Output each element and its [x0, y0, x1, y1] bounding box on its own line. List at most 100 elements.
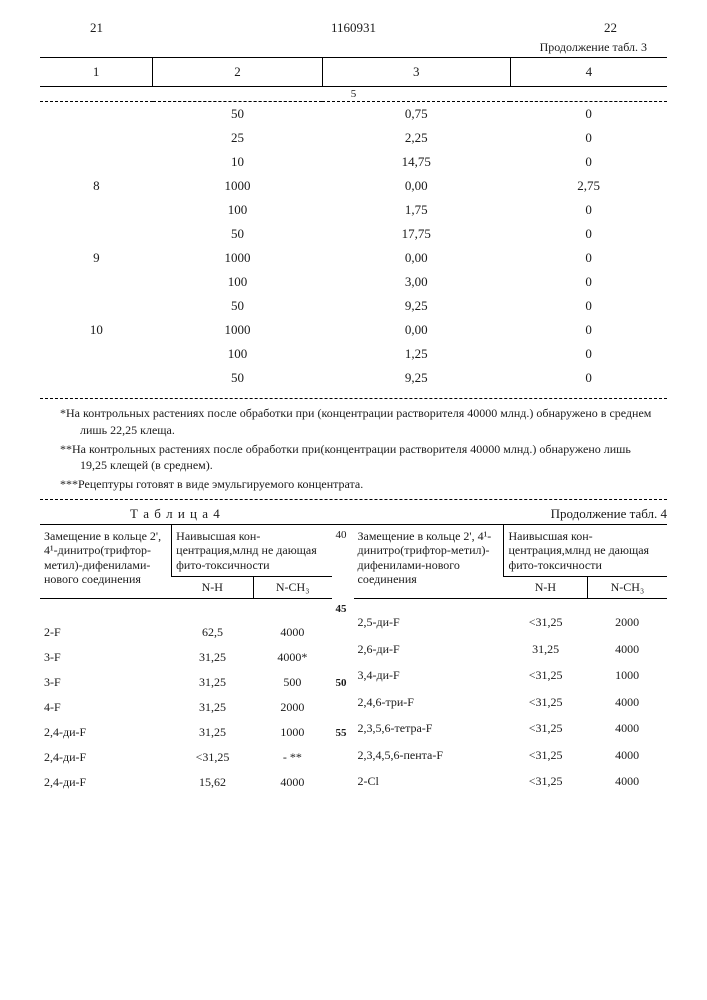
table-4-left: Замещение в кольце 2', 4¹-динитро(трифто… — [40, 524, 354, 795]
t4r-sub2: N-CH₃ — [587, 577, 667, 598]
cell: 1000 — [153, 318, 322, 342]
page-num-right: 22 — [604, 20, 617, 36]
table-3: 1 2 3 4 5 500,750252,2501014,750810000,0… — [40, 57, 667, 390]
cell: 25 — [153, 126, 322, 150]
t4l-h2: Наивысшая кон-центрация,млнд не дающая ф… — [172, 524, 332, 576]
table-row: 3,4-ди-F<31,251000 — [354, 662, 668, 689]
cell — [40, 150, 153, 174]
cell: 1,25 — [322, 342, 510, 366]
line-marker — [332, 745, 354, 770]
cell: 3-F — [40, 670, 172, 695]
cell — [40, 222, 153, 246]
col-4: 4 — [510, 58, 667, 87]
page-header: 21 1160931 22 — [40, 20, 667, 36]
table-row: 2,4-ди-F<31,25- ** — [40, 745, 354, 770]
col-3: 3 — [322, 58, 510, 87]
cell: 4000 — [253, 770, 331, 795]
cell: 1000 — [153, 246, 322, 270]
cell — [40, 102, 153, 127]
cell — [40, 342, 153, 366]
cell: 4000 — [587, 742, 667, 769]
table-row: 2,4-ди-F31,25100055 — [40, 720, 354, 745]
table-row: 4-F31,252000 — [40, 695, 354, 720]
cell: 3,00 — [322, 270, 510, 294]
table-4-container: Замещение в кольце 2', 4¹-динитро(трифто… — [40, 524, 667, 795]
continuation-label-3: Продолжение табл. 3 — [40, 40, 667, 55]
cell: 9,25 — [322, 366, 510, 390]
t4l-sub1: N-H — [172, 577, 254, 598]
cell: 2,3,5,6-тетра-F — [354, 715, 504, 742]
cell: 50 — [153, 102, 322, 127]
cell: 0 — [510, 366, 667, 390]
cell: 31,25 — [172, 670, 254, 695]
cell: 0 — [510, 126, 667, 150]
cell: 2,3,4,5,6-пента-F — [354, 742, 504, 769]
table-row: 810000,002,75 — [40, 174, 667, 198]
cell: <31,25 — [172, 745, 254, 770]
cell: 9 — [40, 246, 153, 270]
cell — [40, 126, 153, 150]
col-2: 2 — [153, 58, 322, 87]
cell: 2,75 — [510, 174, 667, 198]
table-row: 2,3,5,6-тетра-F<31,254000 — [354, 715, 668, 742]
cell: 500 — [253, 670, 331, 695]
table-row: 3-F31,254000* — [40, 645, 354, 670]
cell: 4000 — [587, 636, 667, 663]
table-row: 1001,250 — [40, 342, 667, 366]
table-row: 2,5-ди-F<31,252000 — [354, 609, 668, 636]
cell: 2,25 — [322, 126, 510, 150]
cell: 31,25 — [172, 695, 254, 720]
cell: 4000 — [253, 620, 331, 645]
cell — [40, 198, 153, 222]
cell: 50 — [153, 366, 322, 390]
cell: <31,25 — [504, 768, 587, 795]
cell: 0 — [510, 222, 667, 246]
line-marker: 55 — [332, 720, 354, 745]
cell: 2,4-ди-F — [40, 770, 172, 795]
cell: 0,00 — [322, 174, 510, 198]
page-num-left: 21 — [90, 20, 103, 36]
table-3-header-row: 1 2 3 4 — [40, 58, 667, 87]
divider — [40, 398, 667, 399]
cell: 62,5 — [172, 620, 254, 645]
cell — [40, 366, 153, 390]
t4r-h2: Наивысшая кон-центрация,млнд не дающая ф… — [504, 524, 667, 576]
cell: 14,75 — [322, 150, 510, 174]
cell: 2,4-ди-F — [40, 720, 172, 745]
cell: 3-F — [40, 645, 172, 670]
cell: <31,25 — [504, 715, 587, 742]
table-row: 1010000,000 — [40, 318, 667, 342]
cell: 1000 — [253, 720, 331, 745]
line-45: 45 — [332, 598, 354, 620]
table-row: 2,3,4,5,6-пента-F<31,254000 — [354, 742, 668, 769]
cell: 0 — [510, 270, 667, 294]
cell — [40, 270, 153, 294]
cell: 4000 — [587, 768, 667, 795]
cell: <31,25 — [504, 662, 587, 689]
table-4-title: Т а б л и ц а 4 — [40, 506, 221, 522]
cell: - ** — [253, 745, 331, 770]
table-row: 252,250 — [40, 126, 667, 150]
footnote-1: *На контрольных растениях после обработк… — [50, 405, 657, 439]
continuation-label-4: Продолжение табл. 4 — [551, 506, 667, 522]
line-marker — [332, 695, 354, 720]
table-row: 2,4-ди-F15,624000 — [40, 770, 354, 795]
table-row: 1003,000 — [40, 270, 667, 294]
cell: 4000* — [253, 645, 331, 670]
table-3-subheader: 5 — [40, 87, 667, 102]
cell: 4-F — [40, 695, 172, 720]
line-marker: 50 — [332, 670, 354, 695]
cell: 10 — [40, 318, 153, 342]
cell: 0 — [510, 198, 667, 222]
table-row: 500,750 — [40, 102, 667, 127]
cell: 9,25 — [322, 294, 510, 318]
cell: 1,75 — [322, 198, 510, 222]
table-row: 509,250 — [40, 294, 667, 318]
table-4-right: Замещение в кольце 2', 4¹-динитро(трифто… — [354, 524, 668, 795]
cell — [40, 294, 153, 318]
cell: 2,6-ди-F — [354, 636, 504, 663]
table-row: 2-F62,54000 — [40, 620, 354, 645]
table-row: 2,6-ди-F31,254000 — [354, 636, 668, 663]
cell: 2000 — [253, 695, 331, 720]
cell: 2-Cl — [354, 768, 504, 795]
